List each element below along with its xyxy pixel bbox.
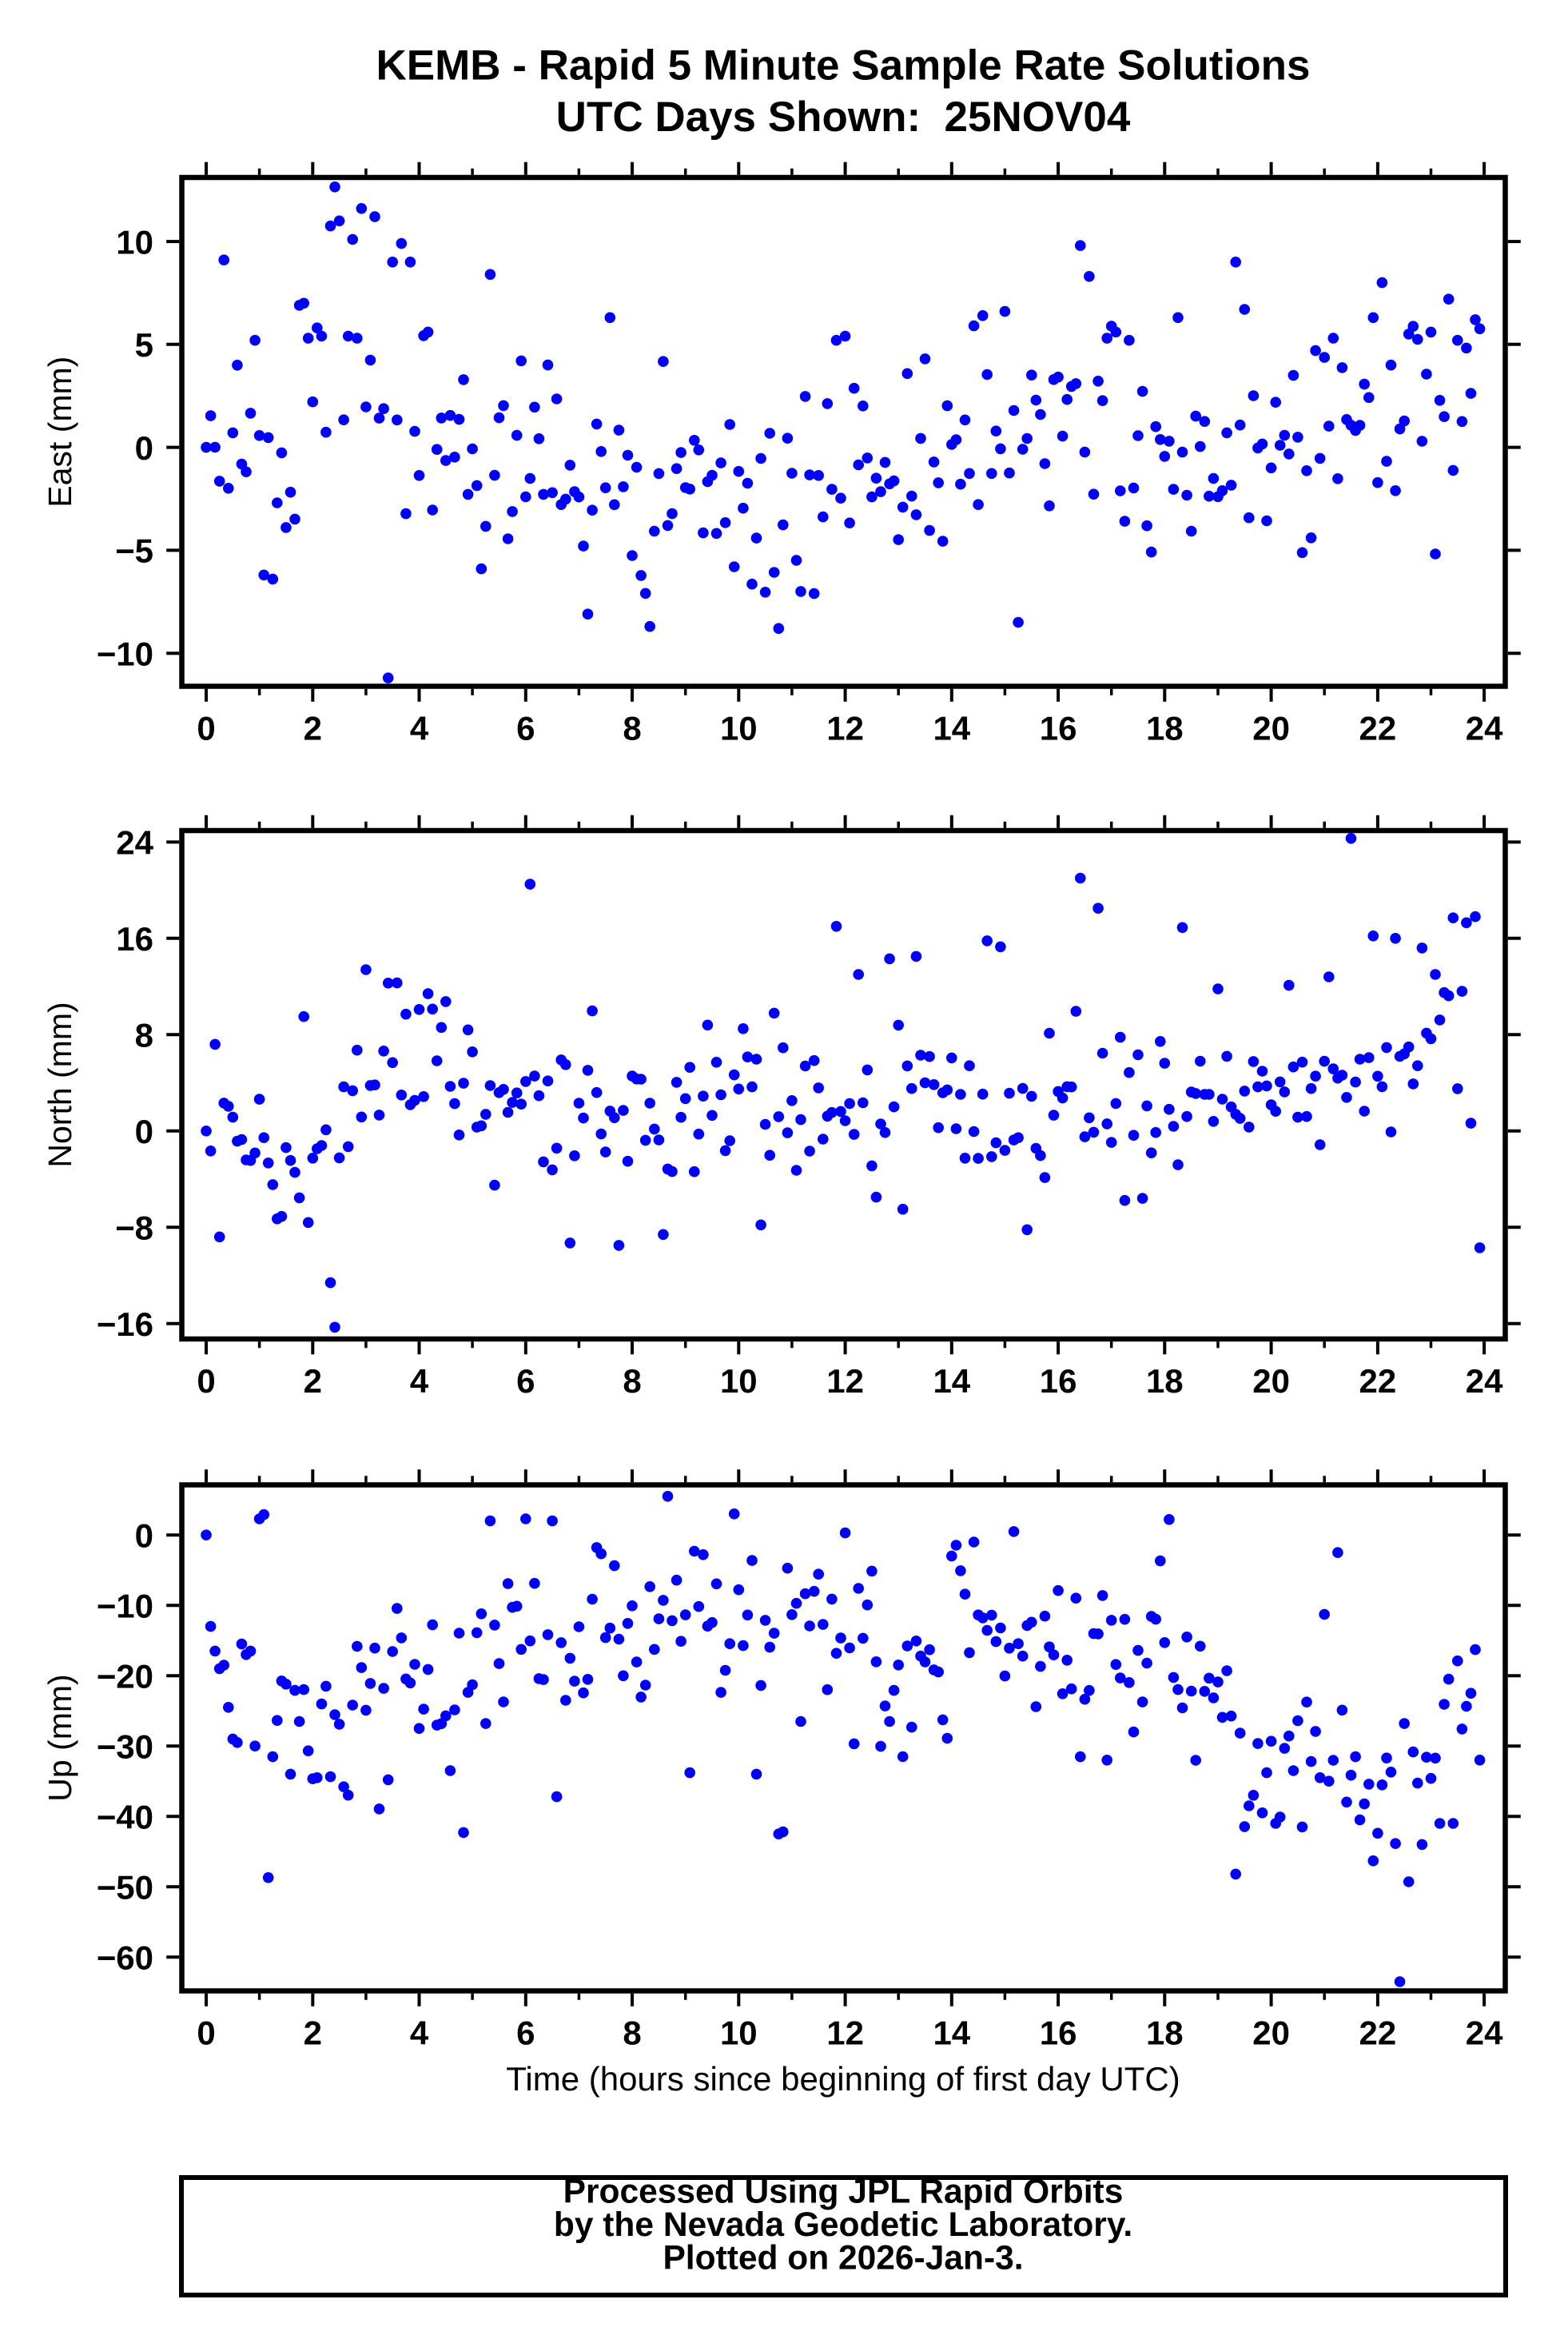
svg-text:4: 4: [410, 1362, 429, 1400]
svg-text:20: 20: [1252, 1362, 1290, 1400]
svg-text:8: 8: [135, 1017, 153, 1054]
svg-text:Up (mm): Up (mm): [42, 1674, 78, 1801]
svg-text:22: 22: [1359, 2014, 1397, 2052]
svg-text:8: 8: [623, 2014, 641, 2052]
svg-text:4: 4: [410, 710, 429, 747]
svg-text:14: 14: [933, 710, 970, 747]
svg-text:10: 10: [116, 223, 153, 261]
svg-text:0: 0: [135, 1113, 153, 1150]
svg-text:Plotted on 2026-Jan-3.: Plotted on 2026-Jan-3.: [663, 2240, 1023, 2277]
svg-text:8: 8: [623, 710, 641, 747]
svg-text:8: 8: [623, 1362, 641, 1400]
svg-text:16: 16: [1040, 710, 1077, 747]
svg-text:−40: −40: [97, 1799, 153, 1836]
svg-text:0: 0: [135, 429, 153, 467]
svg-text:16: 16: [1040, 1362, 1077, 1400]
svg-text:5: 5: [135, 326, 153, 364]
svg-text:24: 24: [1466, 2014, 1503, 2052]
svg-text:0: 0: [197, 2014, 215, 2052]
svg-text:18: 18: [1146, 1362, 1184, 1400]
svg-text:−10: −10: [97, 636, 153, 673]
svg-text:KEMB - Rapid 5 Minute Sample R: KEMB - Rapid 5 Minute Sample Rate Soluti…: [376, 42, 1310, 90]
svg-text:14: 14: [933, 1362, 970, 1400]
svg-text:12: 12: [826, 1362, 864, 1400]
svg-text:22: 22: [1359, 1362, 1397, 1400]
svg-text:18: 18: [1146, 710, 1184, 747]
svg-text:2: 2: [304, 2014, 322, 2052]
svg-text:2: 2: [304, 710, 322, 747]
svg-text:−16: −16: [97, 1305, 153, 1343]
svg-text:14: 14: [933, 2014, 970, 2052]
svg-text:24: 24: [1466, 710, 1503, 747]
svg-text:East (mm): East (mm): [42, 357, 78, 508]
svg-text:10: 10: [720, 710, 758, 747]
svg-text:24: 24: [1466, 1362, 1503, 1400]
svg-text:18: 18: [1146, 2014, 1184, 2052]
svg-text:4: 4: [410, 2014, 429, 2052]
svg-text:−30: −30: [97, 1728, 153, 1766]
svg-text:−8: −8: [115, 1209, 153, 1247]
svg-text:North (mm): North (mm): [42, 1002, 78, 1167]
svg-text:20: 20: [1252, 2014, 1290, 2052]
svg-text:Time (hours since beginning of: Time (hours since beginning of first day…: [506, 2060, 1180, 2098]
svg-text:22: 22: [1359, 710, 1397, 747]
svg-text:10: 10: [720, 1362, 758, 1400]
svg-text:−5: −5: [115, 532, 153, 570]
svg-text:0: 0: [197, 1362, 215, 1400]
svg-text:6: 6: [516, 1362, 535, 1400]
svg-text:12: 12: [826, 710, 864, 747]
svg-text:16: 16: [116, 920, 153, 958]
svg-text:2: 2: [304, 1362, 322, 1400]
svg-text:0: 0: [197, 710, 215, 747]
svg-text:12: 12: [826, 2014, 864, 2052]
svg-text:−50: −50: [97, 1869, 153, 1907]
svg-text:10: 10: [720, 2014, 758, 2052]
svg-text:Processed Using JPL Rapid Orbi: Processed Using JPL Rapid Orbits: [563, 2174, 1124, 2211]
svg-text:16: 16: [1040, 2014, 1077, 2052]
svg-text:6: 6: [516, 2014, 535, 2052]
svg-text:UTC Days Shown: 25NOV04: UTC Days Shown: 25NOV04: [556, 94, 1131, 141]
svg-text:6: 6: [516, 710, 535, 747]
svg-text:20: 20: [1252, 710, 1290, 747]
svg-text:−10: −10: [97, 1588, 153, 1625]
svg-text:−20: −20: [97, 1658, 153, 1696]
svg-text:by the Nevada Geodetic Laborat: by the Nevada Geodetic Laboratory.: [554, 2206, 1132, 2244]
svg-text:−60: −60: [97, 1939, 153, 1977]
svg-text:0: 0: [135, 1517, 153, 1555]
svg-text:24: 24: [116, 824, 153, 862]
